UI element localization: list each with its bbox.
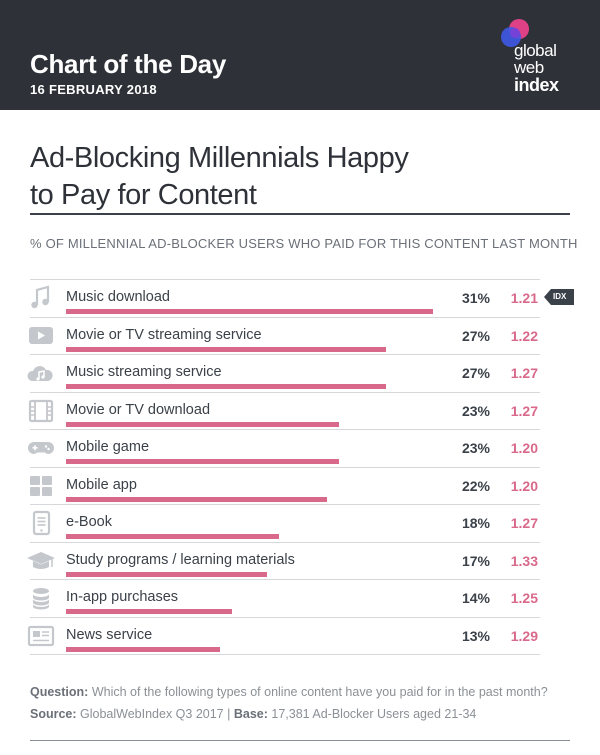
bar: [66, 609, 232, 614]
footer-question: Question: Which of the following types o…: [30, 685, 548, 699]
percent-data-label: 27%: [461, 327, 490, 344]
idx-badge-label: IDX: [553, 292, 567, 301]
base-text: 17,381 Ad-Blocker Users aged 21-34: [267, 707, 477, 721]
footer-source: Source: GlobalWebIndex Q3 2017 | Base: 1…: [30, 707, 476, 721]
percent-data-label: 18%: [461, 515, 490, 531]
play-button-icon: [29, 326, 53, 344]
graduation-cap-icon: [27, 551, 55, 569]
coin-stack-icon: [33, 588, 49, 610]
percent-data-label: 22%: [461, 477, 490, 494]
percent-data-label: 13%: [461, 627, 490, 644]
bar: [66, 309, 434, 314]
footer-divider: [30, 740, 570, 741]
row-separator: [30, 429, 540, 430]
percent-data-label: 23%: [461, 402, 490, 419]
row-separator: [30, 316, 540, 318]
page-title: Ad-Blocking Millennials Happy to Pay for…: [30, 140, 450, 214]
category-label: Study programs / learning materials: [66, 551, 295, 568]
header-title: Chart of the Day: [30, 49, 227, 79]
title-divider: [30, 213, 570, 215]
header-banner: Chart of the Day 16 FEBRUARY 2018 global…: [0, 0, 600, 110]
index-data-label: 1.20: [510, 477, 538, 494]
percent-data-label: 23%: [461, 440, 490, 456]
index-data-label: 1.27: [510, 365, 538, 381]
idx-badge-icon: [544, 289, 574, 305]
logo-text-global: global: [514, 41, 557, 60]
bar: [66, 571, 268, 577]
globalwebindex-logo: global web index: [494, 18, 574, 96]
category-label: News service: [66, 626, 153, 643]
bar: [66, 534, 280, 539]
gamepad-icon: [28, 442, 54, 454]
music-note-icon: [31, 285, 50, 309]
row-separator: [30, 654, 540, 655]
bar: [66, 646, 221, 652]
category-label: Mobile app: [66, 476, 137, 493]
index-data-label: 1.25: [510, 590, 538, 606]
index-data-label: 1.29: [510, 627, 538, 644]
logo-text-web: web: [514, 58, 544, 77]
category-label: Music streaming service: [66, 364, 222, 380]
percent-data-label: 14%: [461, 590, 490, 606]
row-separator: [30, 504, 540, 505]
row-separator: [30, 541, 540, 543]
ebook-icon: [32, 510, 51, 536]
row-separator: [30, 466, 540, 468]
app-grid-icon: [30, 475, 52, 496]
index-data-label: 1.33: [510, 552, 538, 569]
index-data-label: 1.27: [510, 402, 538, 419]
row-separator: [30, 391, 540, 393]
row-separator: [30, 579, 540, 580]
logo-circles-icon: [501, 19, 529, 47]
percent-data-label: 27%: [461, 365, 490, 381]
page-title-line-2: to Pay for Content: [30, 179, 257, 211]
newspaper-icon: [27, 625, 55, 646]
index-data-label: 1.27: [510, 515, 538, 531]
category-label: e-Book: [66, 514, 112, 530]
question-label: Question:: [30, 685, 89, 699]
chart-subtitle: % OF MILLENNIAL AD-BLOCKER USERS WHO PAI…: [30, 236, 578, 251]
percent-data-label: 17%: [461, 552, 490, 569]
index-data-label: 1.20: [510, 440, 538, 456]
bar: [66, 496, 327, 502]
row-separator: [30, 616, 540, 618]
base-label: Base:: [233, 707, 268, 721]
category-label: Movie or TV download: [66, 401, 211, 418]
category-label: Mobile game: [66, 439, 150, 455]
logo-text-index: index: [514, 75, 559, 95]
film-strip-icon: [28, 399, 54, 422]
bar: [66, 384, 386, 389]
category-label: Music download: [66, 289, 170, 305]
category-label: Movie or TV streaming service: [66, 326, 262, 343]
source-label: Source:: [30, 707, 77, 721]
bar: [66, 421, 339, 427]
category-label: In-app purchases: [66, 589, 179, 605]
bar: [66, 346, 386, 352]
page-title-line-1: Ad-Blocking Millennials Happy: [30, 142, 409, 174]
percent-data-label: 31%: [461, 290, 490, 306]
index-data-label: 1.22: [510, 327, 538, 344]
question-text: Which of the following types of online c…: [88, 685, 548, 699]
row-separator: [30, 354, 540, 355]
row-separator: [30, 279, 540, 280]
source-text: GlobalWebIndex Q3 2017 |: [76, 707, 234, 721]
cloud-music-icon: [27, 366, 53, 381]
header-date: 16 FEBRUARY 2018: [30, 82, 157, 97]
bar: [66, 459, 339, 464]
index-data-label: 1.21: [510, 290, 538, 306]
